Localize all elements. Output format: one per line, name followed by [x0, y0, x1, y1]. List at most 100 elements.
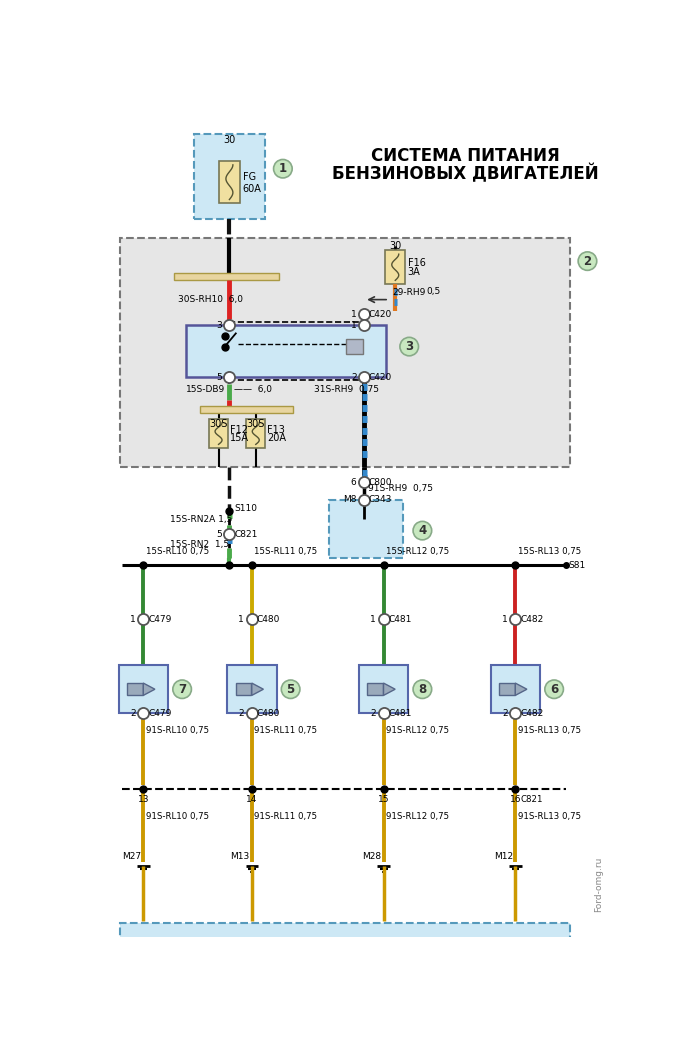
Bar [194, 134, 265, 219]
Text: 20A: 20A [267, 433, 286, 443]
Text: FG: FG [243, 172, 256, 182]
Text: 6: 6 [351, 478, 357, 486]
Text: F12: F12 [231, 425, 248, 435]
Text: 5: 5 [286, 682, 295, 696]
Text: 5: 5 [216, 373, 222, 382]
Text: C420: C420 [369, 373, 392, 382]
Text: 91S-RL13 0,75: 91S-RL13 0,75 [518, 726, 581, 735]
Text: 15S-RL11 0,75: 15S-RL11 0,75 [254, 547, 317, 556]
Bar [127, 683, 143, 695]
Text: 15S-RN2  1,5: 15S-RN2 1,5 [170, 540, 230, 549]
Bar [490, 665, 540, 713]
Text: 15S-RL10 0,75: 15S-RL10 0,75 [146, 547, 209, 556]
Text: БЕНЗИНОВЫХ ДВИГАТЕЛЕЙ: БЕНЗИНОВЫХ ДВИГАТЕЛЕЙ [331, 164, 598, 183]
Text: C481: C481 [388, 709, 412, 717]
Circle shape [173, 680, 192, 698]
Text: F13: F13 [267, 425, 285, 435]
Text: 30: 30 [389, 241, 402, 251]
Polygon shape [383, 683, 395, 695]
Text: 1: 1 [239, 615, 244, 623]
Text: 15S-RL12 0,75: 15S-RL12 0,75 [386, 547, 449, 556]
Text: 16: 16 [509, 795, 521, 803]
Bar [246, 419, 265, 449]
Text: 2: 2 [351, 373, 357, 382]
Bar [119, 665, 168, 713]
Text: C480: C480 [256, 615, 280, 623]
Text: 91S-RL12 0,75: 91S-RL12 0,75 [386, 812, 449, 820]
Text: 2: 2 [583, 255, 591, 267]
Text: 13: 13 [138, 795, 149, 803]
Text: 91S-RL10 0,75: 91S-RL10 0,75 [146, 726, 209, 735]
Text: 30S: 30S [247, 419, 265, 429]
Bar [186, 325, 386, 377]
Bar [368, 683, 383, 695]
Bar [329, 500, 403, 557]
Text: 15A: 15A [231, 433, 249, 443]
Text: 15S-RN2A 1,5: 15S-RN2A 1,5 [170, 515, 233, 523]
Text: 30: 30 [223, 135, 235, 145]
Text: 91S-RL13 0,75: 91S-RL13 0,75 [518, 812, 581, 820]
Circle shape [545, 680, 563, 698]
Polygon shape [143, 683, 155, 695]
Bar [359, 665, 409, 713]
Text: 14: 14 [246, 795, 258, 803]
Text: C821: C821 [521, 795, 544, 803]
Circle shape [281, 680, 300, 698]
Text: 4: 4 [418, 524, 426, 537]
Text: 0,5: 0,5 [426, 286, 441, 296]
Bar [209, 419, 228, 449]
Bar [120, 923, 569, 947]
Bar [227, 665, 277, 713]
Circle shape [413, 521, 432, 540]
Circle shape [578, 252, 597, 271]
Text: M8: M8 [343, 495, 357, 504]
Text: 60A: 60A [243, 183, 261, 194]
Text: C479: C479 [148, 709, 171, 717]
Text: 2: 2 [370, 709, 376, 717]
Text: 91S-RL10 0,75: 91S-RL10 0,75 [146, 812, 209, 820]
Text: СИСТЕМА ПИТАНИЯ: СИСТЕМА ПИТАНИЯ [370, 146, 559, 164]
Text: 15: 15 [378, 795, 389, 803]
Text: 2: 2 [239, 709, 244, 717]
Bar [218, 161, 240, 203]
Polygon shape [252, 683, 263, 695]
Text: C420: C420 [369, 310, 392, 319]
Text: C481: C481 [388, 615, 412, 623]
Text: C479: C479 [148, 615, 171, 623]
Text: C800: C800 [369, 478, 392, 486]
Text: 30S: 30S [209, 419, 228, 429]
Text: 1: 1 [502, 615, 507, 623]
Text: Ford-omg.ru: Ford-omg.ru [594, 857, 603, 913]
Text: F16: F16 [408, 258, 426, 269]
Text: 6: 6 [550, 682, 559, 696]
Bar [346, 339, 364, 354]
Text: 1: 1 [351, 310, 357, 319]
Bar [499, 683, 514, 695]
Bar [200, 405, 293, 413]
Text: S110: S110 [234, 503, 257, 513]
Bar [235, 683, 251, 695]
Text: M28: M28 [362, 852, 381, 860]
Circle shape [273, 159, 292, 178]
Text: M13: M13 [231, 852, 250, 860]
Text: 1: 1 [130, 615, 136, 623]
Text: M12: M12 [494, 852, 513, 860]
Text: M27: M27 [122, 852, 141, 860]
Text: 7: 7 [178, 682, 186, 696]
Polygon shape [516, 683, 527, 695]
Text: 8: 8 [418, 682, 426, 696]
Text: 1: 1 [370, 615, 376, 623]
Text: 91S-RH9  0,75: 91S-RH9 0,75 [368, 483, 433, 493]
Text: 30S-RH10  6,0: 30S-RH10 6,0 [178, 295, 243, 304]
Circle shape [400, 337, 419, 356]
Text: 91S-RL11 0,75: 91S-RL11 0,75 [254, 726, 317, 735]
Text: 3: 3 [216, 320, 222, 330]
Text: 91S-RL11 0,75: 91S-RL11 0,75 [254, 812, 317, 820]
Text: 15S-RL13 0,75: 15S-RL13 0,75 [518, 547, 581, 556]
Text: 3A: 3A [408, 267, 420, 277]
Text: 29-RH9: 29-RH9 [392, 289, 426, 297]
Text: C343: C343 [369, 495, 392, 504]
Text: 31S-RH9  0,75: 31S-RH9 0,75 [314, 385, 379, 394]
Circle shape [413, 680, 432, 698]
Text: ——  6,0: —— 6,0 [234, 385, 272, 394]
